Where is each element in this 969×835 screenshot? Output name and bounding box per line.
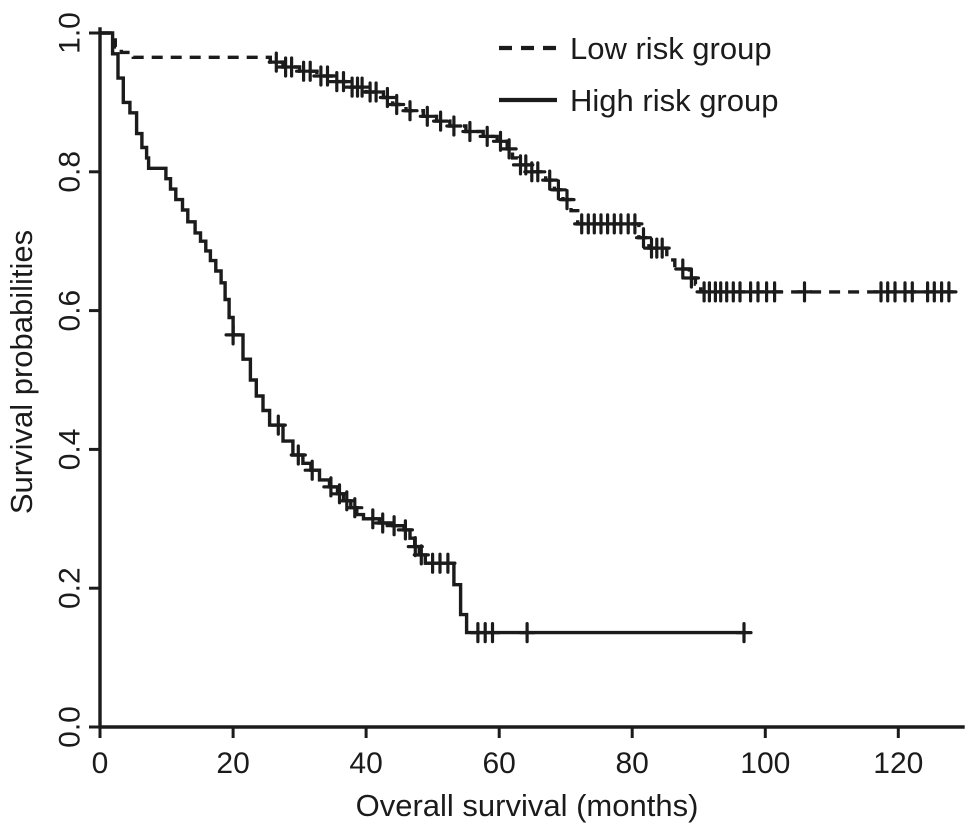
y-tick-label: 0.8	[54, 151, 87, 193]
x-tick-label: 80	[616, 747, 649, 780]
x-tick-labels: 0 20 40 60 80 100 120	[92, 747, 924, 780]
low-risk-censor-marks	[267, 51, 958, 303]
high-risk-curve	[100, 31, 746, 635]
x-tick-label: 60	[483, 747, 516, 780]
x-tick-label: 40	[349, 747, 382, 780]
x-tick-label: 20	[216, 747, 249, 780]
x-axis-title: Overall survival (months)	[356, 788, 699, 823]
y-tick-labels: 0.0 0.2 0.4 0.6 0.8 1.0	[54, 12, 87, 748]
x-tick-label: 0	[92, 747, 109, 780]
y-tick-label: 1.0	[54, 12, 87, 54]
x-tick-label: 100	[740, 747, 790, 780]
x-tick-label: 120	[873, 747, 923, 780]
y-tick-label: 0.2	[54, 567, 87, 609]
y-axis-title: Survival probabilities	[4, 230, 39, 514]
axis-lines	[98, 27, 965, 729]
y-tick-label: 0.4	[54, 429, 87, 471]
high-risk-censor-marks	[224, 324, 753, 644]
legend-label-high-risk: High risk group	[570, 83, 778, 118]
survival-curves	[100, 31, 958, 644]
axes	[89, 27, 965, 738]
legend-label-low-risk: Low risk group	[570, 31, 772, 66]
legend: Low risk group High risk group	[499, 31, 778, 118]
y-tick-label: 0.0	[54, 706, 87, 748]
y-tick-label: 0.6	[54, 290, 87, 332]
